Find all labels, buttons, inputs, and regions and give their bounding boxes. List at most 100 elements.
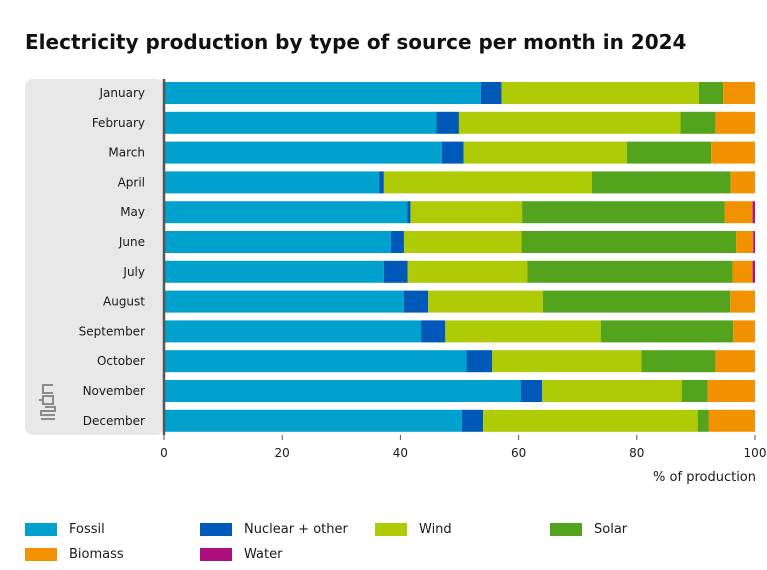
bar-segment	[520, 380, 543, 402]
x-tick-label: 40	[393, 446, 408, 460]
legend-swatch	[25, 522, 57, 536]
category-label: March	[108, 146, 145, 160]
legend-item: Fossil	[25, 520, 105, 538]
bar-segment	[445, 320, 601, 343]
bar-segment	[410, 201, 523, 224]
x-axis-label: % of production	[653, 470, 756, 485]
bar-segment	[164, 350, 467, 373]
legend-item: Water	[200, 545, 282, 563]
chart-legend: Fossil Nuclear + other Wind Solar Biomass Wat…	[25, 520, 767, 568]
bar-segment	[527, 260, 733, 283]
bar-segment	[164, 231, 391, 253]
bar-segment	[390, 231, 404, 253]
chart-title: Electricity production by type of source…	[25, 30, 687, 54]
bar-segment	[715, 111, 755, 134]
bar-segment	[730, 171, 755, 194]
bar-segment	[707, 380, 755, 402]
bar-segment	[383, 171, 592, 194]
bar-segment	[736, 231, 754, 253]
legend-swatch	[200, 547, 232, 561]
legend-label: Water	[244, 546, 283, 562]
legend-swatch	[200, 522, 232, 536]
bar-segment	[164, 201, 408, 224]
category-label: June	[118, 235, 145, 249]
category-label: August	[103, 295, 145, 309]
bar-segment	[164, 260, 384, 283]
legend-item: Biomass	[25, 545, 124, 563]
legend-swatch	[550, 522, 582, 536]
bar-segment	[732, 260, 753, 283]
category-label: July	[122, 265, 145, 279]
legend-item: Nuclear + other	[200, 520, 348, 538]
bar-segment	[715, 350, 755, 373]
legend-label: Biomass	[69, 546, 124, 562]
bar-segment	[164, 380, 521, 402]
bar-segment	[681, 380, 708, 402]
bar-segment	[164, 290, 404, 313]
bar-segment	[436, 111, 459, 134]
bar-chart: January February March April May June July Augu…	[79, 79, 767, 460]
bar-segment	[407, 260, 528, 283]
bar-segment	[591, 171, 731, 194]
bar-segment	[466, 350, 493, 373]
x-tick-label: 20	[275, 446, 290, 460]
bar-segment	[164, 320, 422, 343]
bar-segment	[164, 409, 462, 432]
legend-item: Wind	[375, 520, 452, 538]
bar-segment	[641, 350, 716, 373]
bar-segment	[164, 111, 437, 134]
legend-swatch	[375, 522, 407, 536]
bar-segment	[626, 141, 712, 164]
category-label: October	[97, 354, 145, 368]
legend-label: Fossil	[69, 521, 105, 537]
bar-segment	[680, 111, 716, 134]
bar-segment	[730, 290, 755, 313]
bar-segment	[480, 82, 502, 104]
bar-segment	[441, 141, 464, 164]
bar-segment	[752, 260, 755, 283]
bar-segment	[421, 320, 446, 343]
bar-segment	[753, 231, 755, 253]
bar-segment	[733, 320, 755, 343]
category-label: May	[120, 205, 145, 219]
bar-segment	[600, 320, 734, 343]
bar-segment	[522, 201, 725, 224]
bar-segment	[403, 290, 429, 313]
x-tick-label: 80	[629, 446, 644, 460]
bar-segment	[542, 380, 682, 402]
category-label: September	[79, 324, 145, 338]
bar-segment	[501, 82, 699, 104]
category-label: February	[92, 116, 145, 130]
bar-segment	[697, 409, 709, 432]
bar-segment	[708, 409, 755, 432]
cbs-logo-icon	[37, 383, 61, 427]
category-panel-background	[25, 79, 164, 435]
x-tick-label: 100	[744, 446, 767, 460]
bar-segment	[752, 201, 755, 224]
bar-segment	[379, 171, 384, 194]
bar-segment	[461, 409, 484, 432]
category-label: April	[118, 175, 145, 189]
bar-segment	[542, 290, 731, 313]
bar-segment	[483, 409, 698, 432]
legend-label: Wind	[419, 521, 452, 537]
bar-segment	[164, 171, 380, 194]
bar-segment	[724, 201, 753, 224]
bar-segment	[698, 82, 724, 104]
legend-label: Nuclear + other	[244, 521, 348, 537]
bar-segment	[164, 141, 442, 164]
bar-segment	[463, 141, 627, 164]
bar-segment	[403, 231, 522, 253]
legend-item: Solar	[550, 520, 627, 538]
bar-segment	[521, 231, 737, 253]
category-label: November	[83, 384, 145, 398]
bar-segment	[458, 111, 681, 134]
legend-swatch	[25, 547, 57, 561]
bar-segment	[164, 82, 481, 104]
category-label: December	[83, 414, 145, 428]
bar-segment	[407, 201, 411, 224]
bar-segment	[492, 350, 642, 373]
category-label: January	[99, 86, 146, 100]
x-tick-label: 0	[160, 446, 168, 460]
bar-segment	[711, 141, 755, 164]
